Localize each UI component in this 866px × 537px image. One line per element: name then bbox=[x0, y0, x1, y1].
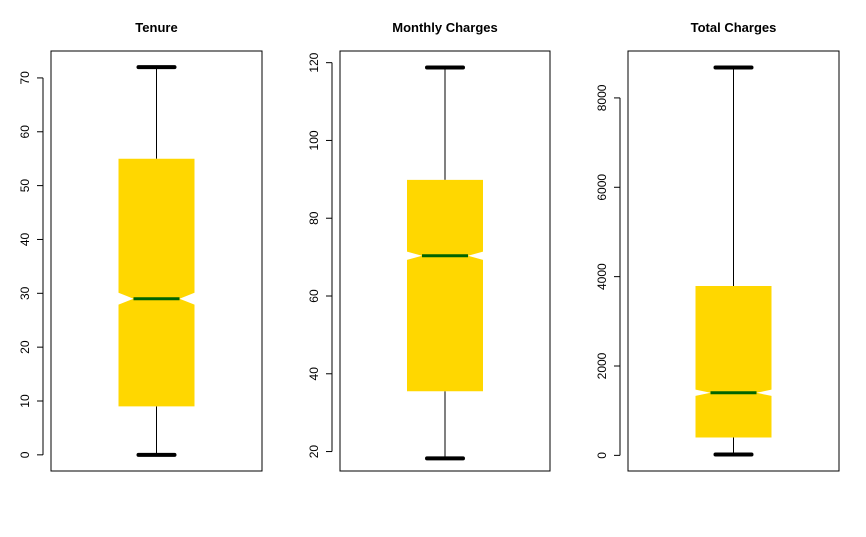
y-tick-label: 60 bbox=[307, 289, 321, 303]
plot-frame bbox=[339, 50, 551, 472]
notched-box bbox=[407, 179, 483, 392]
chart-title: Total Charges bbox=[691, 20, 777, 35]
y-tick-label: 20 bbox=[18, 340, 32, 354]
y-tick-label: 70 bbox=[18, 71, 32, 85]
y-tick-label: 10 bbox=[18, 394, 32, 408]
y-tick-label: 50 bbox=[18, 179, 32, 193]
notched-box bbox=[118, 158, 195, 407]
y-tick-label: 0 bbox=[18, 451, 32, 458]
y-tick-label: 120 bbox=[307, 52, 321, 72]
chart-title: Tenure bbox=[135, 20, 177, 35]
y-tick-label: 40 bbox=[307, 367, 321, 381]
y-tick-label: 30 bbox=[18, 286, 32, 300]
plot-frame bbox=[627, 50, 840, 472]
notched-box bbox=[695, 286, 772, 438]
y-tick-label: 2000 bbox=[595, 352, 609, 379]
y-tick-label: 8000 bbox=[595, 84, 609, 111]
panel-3: Total Charges 0 2000 4000 6000 8000 bbox=[595, 20, 840, 472]
panel-1: Tenure 0 10 20 30 40 50 60 70 bbox=[18, 20, 263, 472]
y-tick-label: 20 bbox=[307, 445, 321, 459]
plot-frame bbox=[50, 50, 263, 472]
y-tick-label: 80 bbox=[307, 211, 321, 225]
y-tick-label: 40 bbox=[18, 232, 32, 246]
panel-2: Monthly Charges 20 40 60 80 100 120 bbox=[307, 20, 551, 472]
y-tick-label: 0 bbox=[595, 452, 609, 459]
y-tick-label: 4000 bbox=[595, 263, 609, 290]
y-tick-label: 6000 bbox=[595, 174, 609, 201]
y-tick-label: 100 bbox=[307, 130, 321, 150]
y-tick-label: 60 bbox=[18, 125, 32, 139]
chart-title: Monthly Charges bbox=[392, 20, 497, 35]
